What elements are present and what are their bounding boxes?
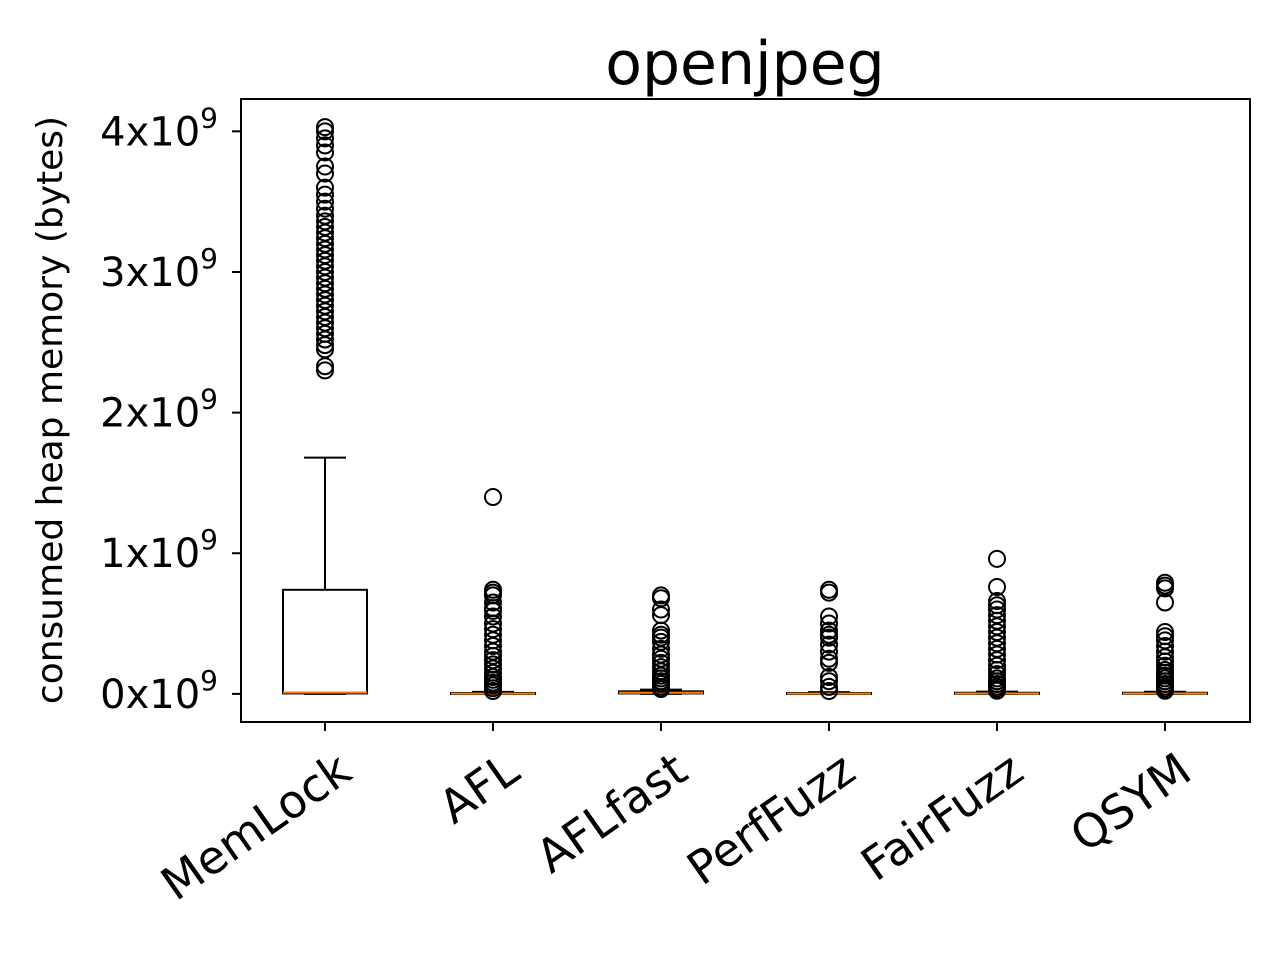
x-tick-label-3: PerfFuzz <box>677 742 864 896</box>
outlier-point <box>820 635 838 654</box>
outlier-point <box>820 583 838 602</box>
x-tick-label-2: AFLfast <box>526 742 696 884</box>
x-tick-label-1: AFL <box>429 742 529 834</box>
outlier-point <box>820 614 838 633</box>
outlier-point <box>316 118 334 137</box>
outlier-point <box>820 649 838 668</box>
outlier-point <box>316 157 334 176</box>
plot-frame <box>240 98 1251 723</box>
y-tick-label-1: 1x109 <box>100 523 218 577</box>
outlier-point <box>988 577 1006 596</box>
outlier-point <box>316 185 334 204</box>
iqr-box <box>282 588 368 695</box>
y-tick-label-3: 3x109 <box>100 242 218 296</box>
x-tick-label-5: QSYM <box>1060 742 1200 863</box>
outlier-point <box>484 601 502 620</box>
outlier-point <box>988 651 1006 670</box>
y-tick-label-4: 4x109 <box>100 101 218 155</box>
outlier-point <box>1156 642 1174 661</box>
outlier-point <box>484 682 502 701</box>
outlier-point <box>820 621 838 640</box>
outlier-point <box>316 206 334 225</box>
outlier-point <box>1156 593 1174 612</box>
outlier-point <box>652 600 670 619</box>
outlier-point <box>316 129 334 148</box>
x-tick-label-0: MemLock <box>151 742 361 911</box>
outlier-point <box>988 592 1006 611</box>
y-axis-label: consumed heap memory (bytes) <box>30 116 71 704</box>
outlier-point <box>652 639 670 658</box>
outlier-point <box>1156 579 1174 598</box>
box-afl <box>450 487 536 701</box>
outlier-point <box>820 607 838 626</box>
outlier-point <box>820 672 838 691</box>
box-fairfuzz <box>954 549 1040 700</box>
x-tick-label-4: FairFuzz <box>851 742 1032 891</box>
outlier-point <box>1156 681 1174 700</box>
outlier-point <box>316 217 334 236</box>
outlier-point <box>316 136 334 155</box>
outlier-point <box>820 628 838 647</box>
chart-title: openjpeg <box>605 29 885 99</box>
box-memlock <box>282 118 368 695</box>
box-perffuzz <box>786 580 872 701</box>
outlier-point <box>988 681 1006 700</box>
plot-area <box>282 118 1208 701</box>
outlier-point <box>484 637 502 656</box>
outlier-point <box>820 642 838 661</box>
outlier-point <box>316 164 334 183</box>
y-tick-label-2: 2x109 <box>100 383 218 437</box>
outlier-point <box>1156 622 1174 641</box>
outlier-point <box>484 487 502 506</box>
outlier-point <box>484 593 502 612</box>
box-qsym <box>1122 573 1208 700</box>
outlier-point <box>316 361 334 380</box>
outlier-point <box>316 199 334 218</box>
y-tick-label-0: 0x109 <box>100 664 218 718</box>
outlier-point <box>988 549 1006 568</box>
outlier-point <box>316 192 334 211</box>
outlier-point <box>652 679 670 698</box>
outlier-point <box>316 178 334 197</box>
box-aflfast <box>618 586 704 698</box>
outlier-point <box>652 621 670 640</box>
outlier-point <box>820 677 838 696</box>
outlier-point <box>484 607 502 626</box>
outlier-point <box>820 653 838 672</box>
outlier-point <box>316 143 334 162</box>
outlier-point <box>316 122 334 141</box>
outlier-point <box>820 667 838 686</box>
outlier-point <box>316 212 334 231</box>
outlier-point <box>820 682 838 701</box>
